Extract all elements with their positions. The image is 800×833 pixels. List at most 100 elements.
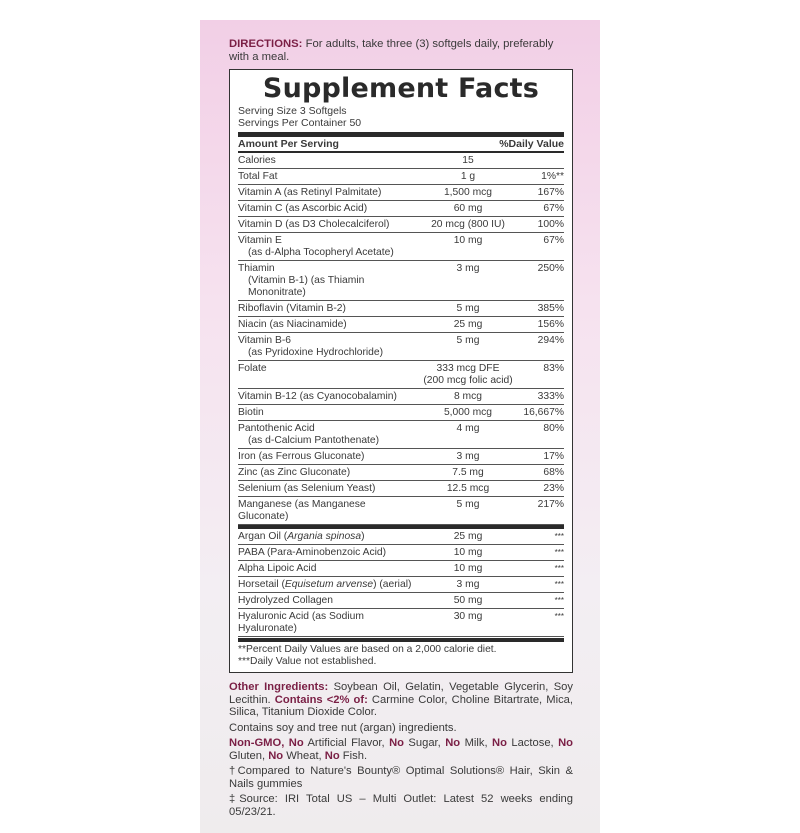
amount-value: 25 mg: [453, 319, 483, 330]
nutrient-label: Biotin: [238, 407, 264, 418]
amount-value: 50 mg: [453, 595, 483, 606]
nutrient-name: Riboflavin (Vitamin B-2): [238, 303, 416, 315]
amount-value: 5 mg: [456, 303, 480, 314]
nutrient-dv: ***: [554, 596, 564, 605]
amount-value: 3 mg: [456, 579, 480, 590]
nutrient-name: Vitamin B-12 (as Cyanocobalamin): [238, 391, 416, 403]
amount-value: 15: [462, 155, 474, 166]
nutrient-amount: 5,000 mcg: [416, 407, 520, 419]
nutrient-name: Vitamin D (as D3 Cholecalciferol): [238, 219, 416, 231]
nutrient-amount: 30 mg: [416, 611, 520, 635]
nutrient-row: Riboflavin (Vitamin B-2) 5 mg 385%: [238, 301, 564, 317]
amount-value: 10 mg: [453, 547, 483, 558]
amount-value: 7.5 mg: [452, 467, 484, 478]
claim-text: Milk,: [460, 737, 492, 749]
nutrient-name: Vitamin B-6 (as Pyridoxine Hydrochloride): [238, 335, 416, 359]
nutrient-name: Zinc (as Zinc Gluconate): [238, 467, 416, 479]
nutrient-name: Vitamin A (as Retinyl Palmitate): [238, 187, 416, 199]
nutrient-label: Hydrolyzed Collagen: [238, 595, 334, 606]
other-ingredients: Other Ingredients: Soybean Oil, Gelatin,…: [229, 681, 573, 719]
nutrient-row: Argan Oil (Argania spinosa) 25 mg ***: [238, 525, 564, 545]
amount-value: 10 mg: [453, 563, 483, 574]
claim-keyword: No: [492, 737, 507, 749]
amount-value: 10 mg: [453, 235, 483, 246]
compared-note: †Compared to Nature's Bounty® Optimal So…: [229, 765, 573, 790]
claim-text: Sugar,: [404, 737, 446, 749]
source-note: ‡Source: IRI Total US – Multi Outlet: La…: [229, 793, 573, 818]
nutrient-amount: 1 g: [416, 171, 520, 183]
amount-value: 4 mg: [456, 423, 480, 434]
amount-value: 5 mg: [456, 499, 480, 510]
nutrient-dv: 16,667%: [523, 407, 564, 418]
nutrient-row: Selenium (as Selenium Yeast) 12.5 mcg 23%: [238, 481, 564, 497]
amount-value: 25 mg: [453, 531, 483, 542]
nutrient-dv: 83%: [543, 363, 564, 374]
directions-text: For adults, take three (3) softgels dail…: [229, 38, 554, 63]
latin-name: Equisetum arvense: [284, 579, 374, 590]
nutrient-dv: ***: [554, 580, 564, 589]
dv-header: %Daily Value: [499, 138, 564, 150]
nutrient-dv: 167%: [537, 187, 564, 198]
nutrient-name: Biotin: [238, 407, 416, 419]
nutrient-dv: ***: [554, 548, 564, 557]
nutrient-amount: 3 mg: [416, 263, 520, 299]
allergen-statement: Contains soy and tree nut (argan) ingred…: [229, 721, 457, 734]
nutrient-label: Calories: [238, 155, 276, 166]
nutrient-name: Iron (as Ferrous Gluconate): [238, 451, 416, 463]
nutrient-row: Vitamin D (as D3 Cholecalciferol) 20 mcg …: [238, 217, 564, 233]
nutrient-label: PABA (Para-Aminobenzoic Acid): [238, 547, 387, 558]
nutrient-amount: 25 mg: [416, 531, 520, 543]
nutrient-name: Selenium (as Selenium Yeast): [238, 483, 416, 495]
claim-text: Lactose,: [506, 737, 559, 749]
nutrient-amount: 10 mg: [416, 563, 520, 575]
nutrient-amount: 10 mg: [416, 547, 520, 559]
claim-keyword: No: [324, 749, 340, 762]
claim-text: Fish.: [339, 749, 368, 762]
nutrient-label: Niacin (as Niacinamide): [238, 319, 347, 330]
nutrient-amount: 3 mg: [416, 579, 520, 591]
nutrient-name: Hyaluronic Acid (as Sodium Hyaluronate): [238, 611, 416, 635]
nutrient-name: PABA (Para-Aminobenzoic Acid): [238, 547, 416, 559]
nutrient-row: Hyaluronic Acid (as Sodium Hyaluronate) 3…: [238, 609, 564, 637]
nutrient-dv: 217%: [537, 499, 564, 510]
nutrient-label: Riboflavin (Vitamin B-2): [238, 303, 346, 314]
nutrient-name: Folate: [238, 363, 416, 387]
directions-label: DIRECTIONS:: [229, 38, 303, 50]
nutrient-label: Iron (as Ferrous Gluconate): [238, 451, 365, 462]
nutrient-label: Vitamin D (as D3 Cholecalciferol): [238, 219, 390, 230]
nutrient-row: Zinc (as Zinc Gluconate) 7.5 mg 68%: [238, 465, 564, 481]
facts-rows: Calories 15 Total Fat 1 g 1%** Vitamin A (as …: [238, 153, 564, 637]
nutrient-dv: ***: [554, 532, 564, 541]
amount-value: 1,500 mcg: [443, 187, 493, 198]
nutrient-row: PABA (Para-Aminobenzoic Acid) 10 mg ***: [238, 545, 564, 561]
serving-size: Serving Size 3 Softgels: [238, 105, 347, 117]
nutrient-row: Niacin (as Niacinamide) 25 mg 156%: [238, 317, 564, 333]
other-text: Soybean Oil, Gelatin, Vegetable Glycerin…: [229, 681, 574, 706]
nutrient-source: (Vitamin B-1) (as Thiamin Mononitrate): [248, 275, 365, 298]
divider: [238, 638, 564, 642]
nutrient-dv: 68%: [543, 467, 564, 478]
nutrient-amount: 60 mg: [416, 203, 520, 215]
amount-value: 333 mcg DFE: [436, 363, 500, 374]
nutrient-name: Argan Oil (Argania spinosa): [238, 531, 416, 543]
nutrient-amount: 5 mg: [416, 303, 520, 315]
nutrient-row: Total Fat 1 g 1%**: [238, 169, 564, 185]
nutrient-name: Niacin (as Niacinamide): [238, 319, 416, 331]
nutrient-row: Iron (as Ferrous Gluconate) 3 mg 17%: [238, 449, 564, 465]
other-ingredients-section: Other Ingredients: Soybean Oil, Gelatin,…: [229, 681, 573, 818]
nutrient-amount: 3 mg: [416, 451, 520, 463]
nutrient-row: Calories 15: [238, 153, 564, 169]
footnote-not-established: ***Daily Value not established.: [238, 656, 377, 667]
footnote-dv: **Percent Daily Values are based on a 2,…: [238, 644, 497, 655]
nutrient-label-suffix: ): [361, 531, 365, 542]
nutrient-source: (as d-Calcium Pantothenate): [248, 435, 380, 446]
nutrient-name: Vitamin C (as Ascorbic Acid): [238, 203, 416, 215]
nutrient-amount: 5 mg: [416, 335, 520, 359]
directions: DIRECTIONS: For adults, take three (3) s…: [229, 38, 573, 64]
nutrient-label: Thiamin: [238, 263, 275, 274]
contains-label: Contains <2% of:: [274, 693, 368, 706]
nutrient-row: Pantothenic Acid (as d-Calcium Pantothena…: [238, 421, 564, 449]
amount-value: 12.5 mcg: [446, 483, 490, 494]
supplement-facts-panel: Supplement Facts Serving Size 3 Softgels…: [229, 69, 573, 673]
facts-header: Amount Per Serving %Daily Value: [238, 137, 564, 153]
